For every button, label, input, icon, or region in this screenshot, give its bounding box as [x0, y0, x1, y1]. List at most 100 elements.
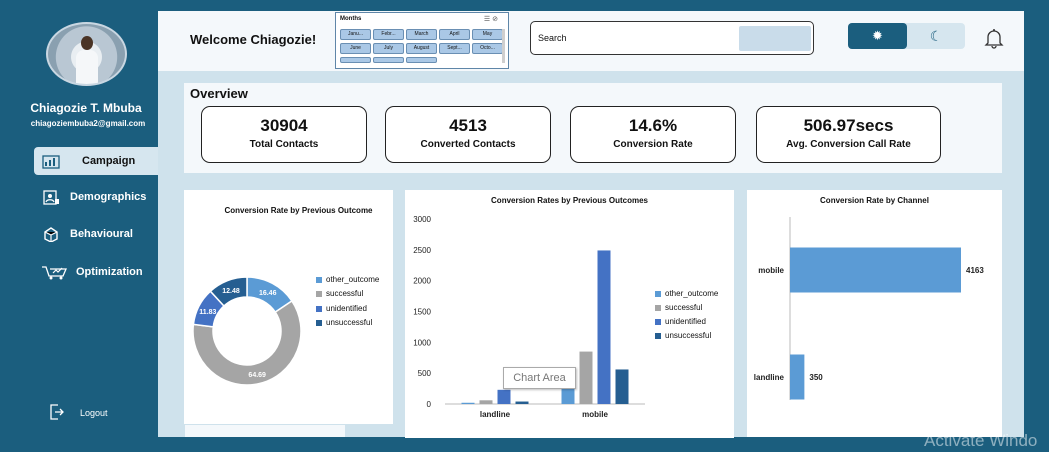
chart-title: Conversion Rate by Channel — [820, 196, 929, 205]
slicer-item[interactable]: March — [406, 29, 437, 40]
slicer-item[interactable]: July — [373, 43, 404, 54]
activate-windows-watermark: Activate Windo — [924, 431, 1038, 450]
bar-chart-panel[interactable]: Conversion Rates by Previous Outcomes 0 5… — [405, 190, 734, 438]
empty-panel — [185, 425, 345, 437]
bar — [615, 369, 629, 404]
legend-swatch — [655, 290, 661, 297]
legend-item: successful — [316, 289, 363, 298]
y-tick-label: 1000 — [413, 338, 431, 347]
legend-item: unsuccessful — [316, 318, 372, 327]
dark-mode-icon[interactable]: ☾ — [929, 27, 943, 44]
legend-label: unsuccessful — [665, 331, 712, 340]
bar — [461, 402, 475, 404]
y-tick-label: 500 — [418, 369, 432, 378]
kpi-value: 4513 — [449, 116, 487, 135]
data-label: 350 — [809, 373, 823, 382]
horizontal-bar-chart: mobile 4163 landline 350 — [754, 217, 984, 400]
kpi-value: 14.6% — [628, 116, 678, 135]
y-tick-label: 2000 — [413, 277, 431, 286]
slicer-item[interactable]: Sept... — [439, 43, 470, 54]
chart-title: Conversion Rate by Previous Outcome — [224, 206, 373, 215]
bar — [561, 387, 575, 404]
main-content: Welcome Chiagozie! Months ☰ ⊘ Janu... Fe… — [158, 11, 1024, 438]
avatar — [46, 22, 127, 86]
overview-title: Overview — [190, 86, 248, 101]
search-button[interactable] — [739, 26, 811, 51]
slicer-item[interactable]: May — [472, 29, 503, 40]
chart-area-tooltip: Chart Area — [503, 367, 576, 389]
slicer-item[interactable]: Febr... — [373, 29, 404, 40]
donut-slice — [209, 276, 248, 308]
optimization-icon — [40, 263, 68, 281]
slicer-item[interactable] — [340, 57, 371, 63]
slicer-item[interactable]: August — [406, 43, 437, 54]
legend-item: other_outcome — [316, 275, 379, 284]
legend-label: successful — [326, 289, 364, 298]
legend-swatch — [316, 290, 322, 297]
slicer-title: Months — [340, 16, 362, 22]
theme-toggle[interactable]: ✹ ☾ — [848, 23, 965, 49]
sidebar: Chiagozie T. Mbuba chiagoziembuba2@gmail… — [0, 0, 158, 452]
months-slicer[interactable]: Months ☰ ⊘ Janu... Febr... March April M… — [335, 12, 509, 69]
legend-swatch — [316, 276, 322, 283]
bar — [579, 351, 593, 404]
y-tick-label: 3000 — [413, 215, 431, 224]
legend-swatch — [316, 305, 322, 312]
data-label: 12.48 — [222, 288, 240, 295]
legend-item: unidentified — [655, 317, 706, 326]
bar — [790, 247, 961, 293]
kpi-card: 14.6% Conversion Rate — [570, 106, 736, 163]
sidebar-item-label: Optimization — [76, 266, 143, 278]
slicer-scrollbar[interactable] — [502, 29, 505, 63]
sidebar-item-campaign[interactable]: Campaign — [34, 147, 158, 175]
logout-icon — [50, 404, 64, 422]
legend-swatch — [655, 304, 661, 311]
legend-label: unsuccessful — [326, 318, 373, 327]
slicer-item[interactable]: Janu... — [340, 29, 371, 40]
search-input[interactable]: Search — [530, 21, 814, 55]
kpi-card: 4513 Converted Contacts — [385, 106, 551, 163]
slicer-item[interactable]: Octo... — [472, 43, 503, 54]
search-placeholder: Search — [538, 33, 567, 43]
category-label: landline — [754, 373, 785, 382]
x-tick-label: mobile — [582, 410, 608, 419]
slicer-item[interactable]: April — [439, 29, 470, 40]
demographics-icon — [40, 188, 62, 206]
legend-item: other_outcome — [655, 289, 718, 298]
bar — [790, 354, 805, 400]
kpi-card: 506.97secs Avg. Conversion Call Rate — [756, 106, 941, 163]
sidebar-item-demographics[interactable]: Demographics — [34, 183, 158, 211]
legend-item: unidentified — [316, 304, 367, 313]
channel-chart-panel[interactable]: Conversion Rate by Channel mobile 4163 lan… — [747, 190, 1002, 437]
slicer-item[interactable] — [406, 57, 437, 63]
kpi-label: Total Contacts — [249, 139, 319, 150]
legend-label: unidentified — [326, 304, 367, 313]
slicer-item[interactable]: June — [340, 43, 371, 54]
light-mode-icon[interactable]: ✹ — [848, 23, 907, 49]
slicer-item[interactable] — [373, 57, 404, 63]
logout-label: Logout — [80, 408, 108, 418]
legend-swatch — [655, 332, 661, 339]
welcome-title: Welcome Chiagozie! — [190, 32, 317, 47]
slicer-clear-filter-icon[interactable]: ☰ ⊘ — [483, 16, 498, 23]
kpi-label: Avg. Conversion Call Rate — [786, 139, 911, 150]
bar — [479, 400, 493, 404]
kpi-value: 506.97secs — [803, 116, 894, 135]
legend-label: other_outcome — [326, 275, 380, 284]
y-tick-label: 2500 — [413, 246, 431, 255]
bell-icon[interactable] — [983, 27, 1005, 49]
sidebar-item-optimization[interactable]: Optimization — [34, 258, 158, 286]
bar — [597, 250, 611, 404]
behavioural-icon — [40, 225, 62, 243]
donut-chart-panel[interactable]: Conversion Rate by Previous Outcome 16.4… — [184, 190, 393, 424]
kpi-card: 30904 Total Contacts — [201, 106, 367, 163]
donut-slice — [192, 299, 302, 386]
sidebar-item-behavioural[interactable]: Behavioural — [34, 220, 158, 248]
campaign-icon — [40, 152, 62, 170]
sidebar-item-label: Behavioural — [70, 228, 133, 240]
legend-item: unsuccessful — [655, 331, 711, 340]
data-label: 11.83 — [199, 309, 216, 316]
bar — [497, 389, 511, 404]
legend-label: other_outcome — [665, 289, 719, 298]
logout-button[interactable]: Logout — [50, 404, 108, 422]
